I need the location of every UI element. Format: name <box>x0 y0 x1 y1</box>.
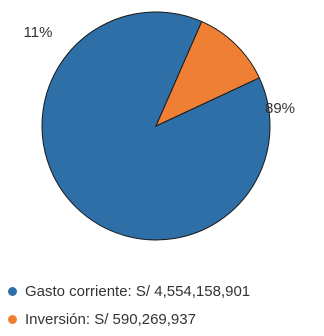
legend-swatch-gasto-corriente <box>8 286 17 296</box>
pie-slice-inversion <box>155 20 260 128</box>
slice-percent-label-gasto-corriente: 89% <box>265 100 295 117</box>
legend-label-inversion: Inversión: S/ 590,269,937 <box>25 310 196 328</box>
slice-percent-label-inversion: 11% <box>24 24 53 41</box>
pie-slices <box>41 11 271 241</box>
legend-item-inversion: Inversión: S/ 590,269,937 <box>8 308 322 330</box>
legend-label-gasto-corriente: Gasto corriente: S/ 4,554,158,901 <box>25 282 251 300</box>
legend-swatch-inversion <box>8 314 17 324</box>
chart-legend: Gasto corriente: S/ 4,554,158,901 Invers… <box>8 280 322 336</box>
legend-item-gasto-corriente: Gasto corriente: S/ 4,554,158,901 <box>8 280 322 302</box>
